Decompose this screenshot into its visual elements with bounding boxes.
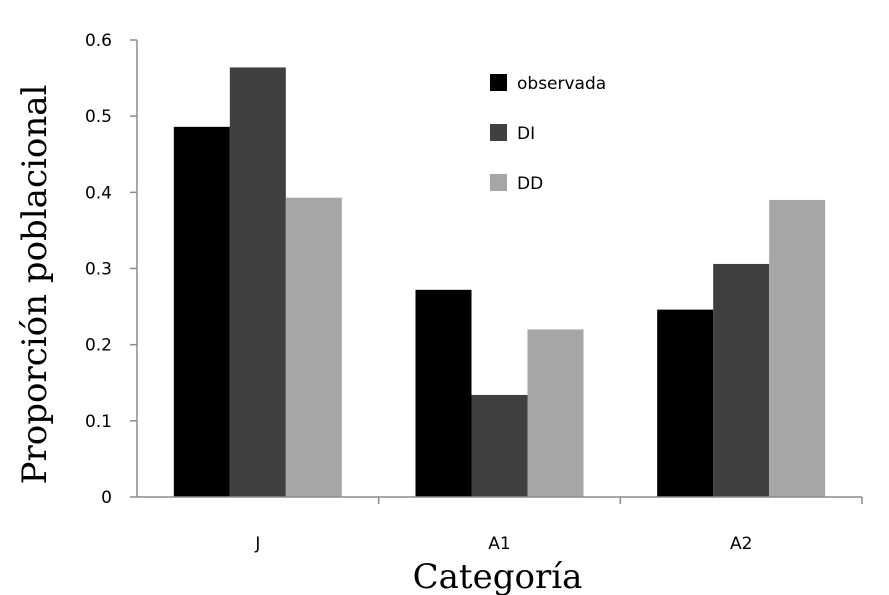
legend-swatch-dd <box>490 174 507 191</box>
y-axis-title: Proporción poblacional <box>15 85 55 485</box>
y-tick-label: 0 <box>101 488 112 508</box>
x-tick-label: A2 <box>730 534 752 554</box>
y-tick-label: 0.5 <box>85 107 112 127</box>
legend: observada DI DD <box>490 74 606 194</box>
x-tick-label: J <box>254 534 260 554</box>
bar-observada-a2 <box>657 309 714 497</box>
bar-observada-j <box>173 126 230 497</box>
bar-observada-a1 <box>415 289 472 497</box>
y-tick-label: 0.2 <box>85 336 112 356</box>
legend-label-dd: DD <box>517 174 543 194</box>
legend-swatch-di <box>490 124 507 141</box>
x-axis-title: Categoría <box>413 557 583 595</box>
y-tick-label: 0.3 <box>85 260 112 280</box>
bar-di-a2 <box>713 263 770 497</box>
legend-swatch-observada <box>490 74 507 91</box>
bar-dd-j <box>285 197 342 498</box>
y-tick-label: 0.1 <box>85 412 112 432</box>
legend-label-observada: observada <box>517 74 606 94</box>
bar-dd-a1 <box>527 329 584 497</box>
y-tick-label: 0.6 <box>85 31 112 51</box>
bar-di-j <box>229 67 286 498</box>
y-tick-label: 0.4 <box>85 183 112 203</box>
legend-label-di: DI <box>517 124 535 144</box>
x-axis-ticks: J A1 A2 <box>254 497 863 554</box>
y-axis-ticks: 0 0.1 0.2 0.3 0.4 0.5 0.6 <box>85 31 137 508</box>
bars <box>173 67 826 498</box>
bar-di-a1 <box>471 394 528 497</box>
x-tick-label: A1 <box>488 534 510 554</box>
bar-dd-a2 <box>769 199 826 497</box>
